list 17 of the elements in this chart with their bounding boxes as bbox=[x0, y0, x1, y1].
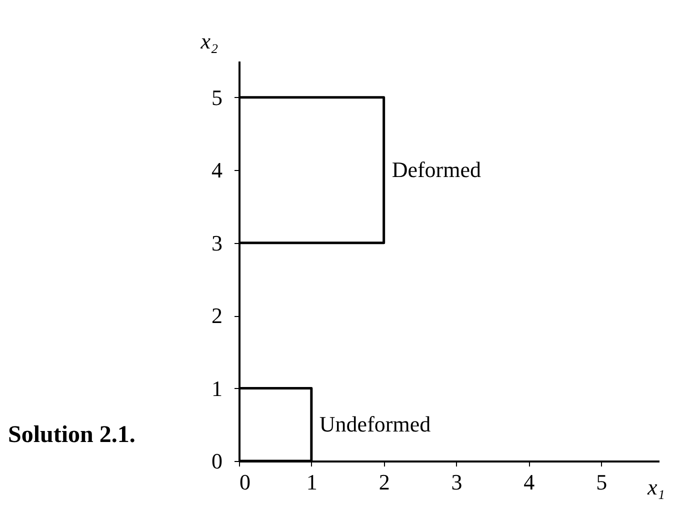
series-label: Undeformed bbox=[319, 412, 431, 437]
x-tick-label: 2 bbox=[378, 470, 390, 494]
series-label: Deformed bbox=[392, 157, 482, 182]
x-tick-label: 4 bbox=[524, 470, 535, 494]
x-tick-label: 0 bbox=[240, 470, 250, 494]
y-tick-label: 4 bbox=[212, 158, 222, 183]
y-tick-label: 2 bbox=[212, 303, 222, 328]
y-tick-label: 5 bbox=[212, 84, 222, 110]
x-tick-label: 1 bbox=[306, 470, 318, 494]
x-tick-label: 3 bbox=[451, 470, 462, 494]
y-tick-label: 1 bbox=[212, 376, 222, 401]
x-tick-label: 5 bbox=[596, 470, 608, 494]
y-tick-label: 3 bbox=[212, 230, 222, 256]
y-axis-title: x₂ bbox=[200, 28, 219, 54]
x-axis-title: x₁ bbox=[646, 474, 665, 500]
y-tick-label: 0 bbox=[212, 448, 222, 474]
text: Solution 2.1. bbox=[8, 422, 136, 449]
